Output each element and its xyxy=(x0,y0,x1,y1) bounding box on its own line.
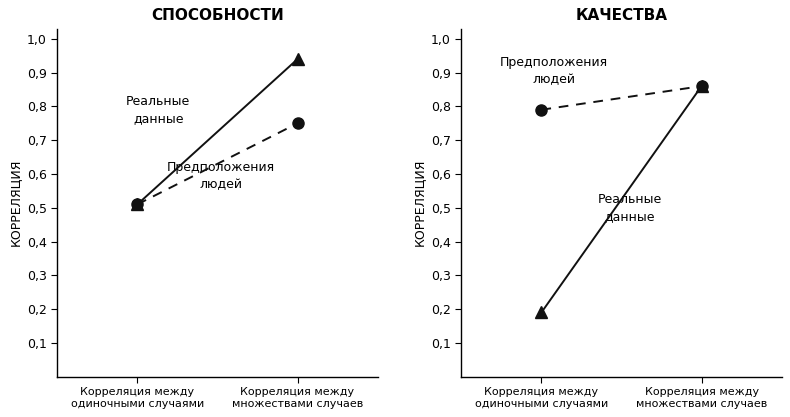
Y-axis label: КОРРЕЛЯЦИЯ: КОРРЕЛЯЦИЯ xyxy=(9,159,21,246)
Y-axis label: КОРРЕЛЯЦИЯ: КОРРЕЛЯЦИЯ xyxy=(412,159,425,246)
Title: КАЧЕСТВА: КАЧЕСТВА xyxy=(575,8,668,23)
Text: Предположения
людей: Предположения людей xyxy=(167,161,275,191)
Text: Реальные
данные: Реальные данные xyxy=(597,193,662,223)
Text: Реальные
данные: Реальные данные xyxy=(126,95,190,125)
Title: СПОСОБНОСТИ: СПОСОБНОСТИ xyxy=(151,8,284,23)
Text: Предположения
людей: Предположения людей xyxy=(500,56,608,86)
